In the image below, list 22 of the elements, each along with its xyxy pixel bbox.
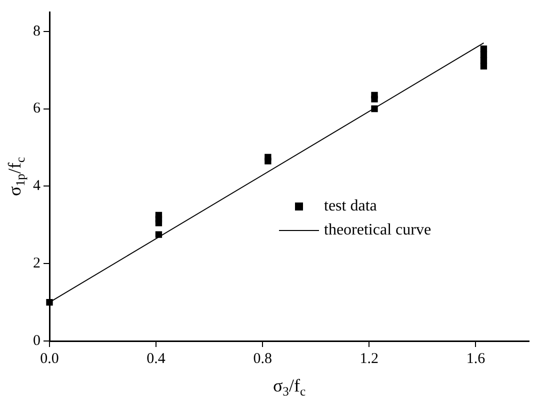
x-tick-label: 0.0	[40, 350, 59, 367]
y-tick-label: 6	[33, 100, 41, 117]
x-tick-label: 1.2	[360, 350, 379, 367]
legend-label: theoretical curve	[324, 222, 432, 239]
point	[480, 51, 488, 58]
y-tick-label: 8	[33, 23, 40, 40]
point	[46, 298, 53, 306]
x-tick-label: 1.6	[466, 350, 486, 367]
point	[480, 62, 488, 70]
y-axis-title: σ1p/fc	[4, 156, 28, 196]
point	[155, 212, 162, 219]
y-tick-label: 2	[33, 256, 40, 272]
x-tick-label: 0.8	[253, 350, 272, 367]
point	[480, 45, 488, 52]
y-tick-label: 0	[33, 332, 40, 349]
point	[264, 154, 272, 160]
x-tick-label: 0.4	[146, 350, 166, 367]
legend-label: test data	[324, 198, 377, 215]
point	[371, 105, 378, 112]
point	[155, 231, 162, 238]
point	[371, 92, 378, 99]
y-tick-label: 4	[33, 178, 41, 194]
